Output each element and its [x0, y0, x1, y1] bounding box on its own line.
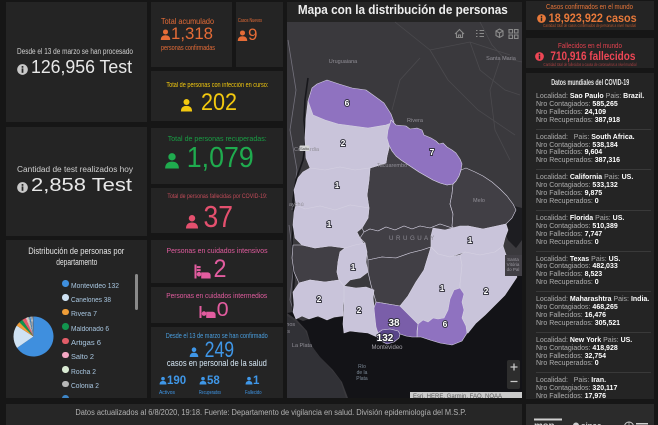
svg-text:Santa: Santa [507, 257, 519, 262]
svg-text:Rivera: Rivera [407, 118, 424, 124]
svg-text:38: 38 [388, 318, 400, 329]
svg-text:1: 1 [468, 235, 473, 245]
svg-text:6: 6 [345, 98, 350, 108]
svg-text:U R U G U A Y: U R U G U A Y [389, 235, 435, 242]
svg-text:Salto: Salto [300, 146, 310, 151]
svg-text:Plata: Plata [356, 376, 368, 382]
svg-text:1: 1 [440, 283, 445, 293]
svg-text:Río: Río [358, 364, 366, 370]
svg-text:Uruguaiana: Uruguaiana [329, 59, 358, 65]
svg-text:2: 2 [317, 294, 322, 304]
svg-text:Aires: Aires [287, 329, 290, 335]
svg-text:1: 1 [327, 219, 332, 229]
svg-text:sinae: sinae [581, 422, 602, 425]
svg-text:2: 2 [484, 286, 489, 296]
svg-text:132: 132 [377, 333, 394, 344]
svg-text:Santa Maria: Santa Maria [486, 56, 517, 62]
svg-text:La Plata: La Plata [292, 343, 313, 349]
svg-text:do Pal: do Pal [507, 267, 520, 272]
svg-text:Vitória: Vitória [507, 262, 520, 267]
svg-text:Montevideo: Montevideo [371, 345, 403, 351]
svg-text:msp: msp [534, 421, 555, 425]
svg-text:7: 7 [430, 147, 435, 157]
svg-text:2: 2 [357, 305, 362, 315]
svg-text:1: 1 [351, 262, 356, 272]
svg-text:2: 2 [341, 138, 346, 148]
svg-text:aychú: aychú [289, 202, 304, 208]
svg-text:Melo: Melo [473, 198, 485, 204]
svg-text:Esri, HERE, Garmin, FAO, NOAA: Esri, HERE, Garmin, FAO, NOAA [413, 394, 502, 398]
svg-text:1: 1 [335, 180, 340, 190]
svg-text:Tacuarembó: Tacuarembó [377, 163, 407, 169]
svg-text:6: 6 [443, 319, 448, 329]
svg-text:Buenos: Buenos [287, 322, 295, 328]
svg-text:de la: de la [357, 370, 368, 376]
